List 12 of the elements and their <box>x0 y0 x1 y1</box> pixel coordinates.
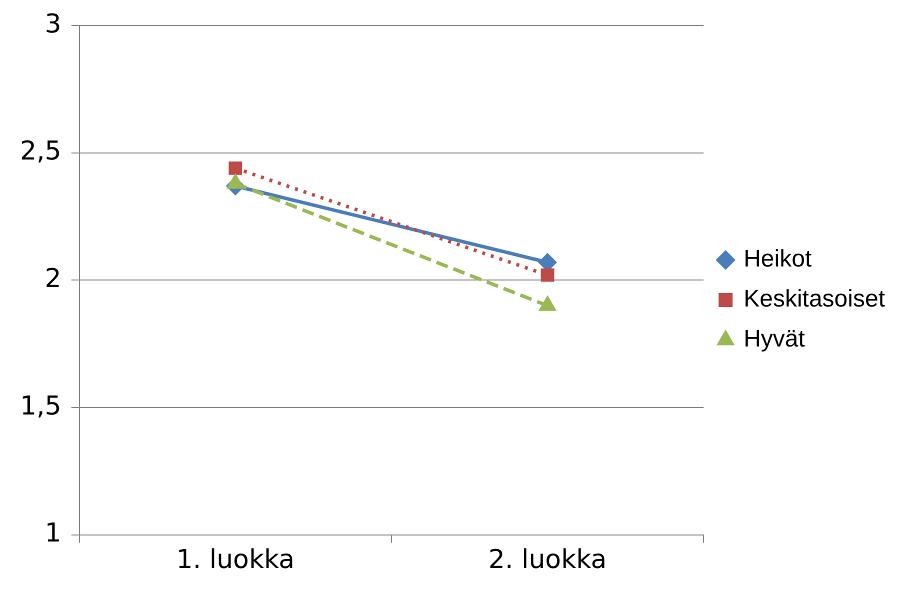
x-tick-label: 2. luokka <box>488 545 607 576</box>
y-tick-label: 2,5 <box>20 136 62 167</box>
point <box>540 268 554 282</box>
legend-label: Heikot <box>744 246 812 273</box>
legend-label: Hyvät <box>744 326 806 353</box>
point <box>228 161 242 175</box>
y-tick-label: 3 <box>44 9 62 40</box>
y-tick-label: 1 <box>44 518 62 549</box>
x-tick-label: 1. luokka <box>176 545 295 576</box>
legend-label: Keskitasoiset <box>744 286 886 313</box>
y-tick-label: 1,5 <box>20 391 62 422</box>
y-tick-label: 2 <box>44 264 62 294</box>
